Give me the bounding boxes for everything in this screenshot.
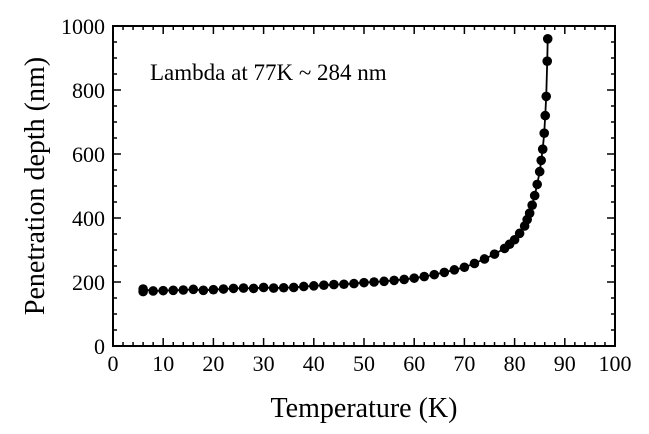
data-point <box>542 34 553 44</box>
data-point <box>349 278 359 289</box>
data-point <box>238 283 249 293</box>
data-point <box>298 281 309 292</box>
x-tick-label: 30 <box>253 351 275 376</box>
data-point <box>148 286 158 296</box>
data-point <box>529 190 540 201</box>
data-point <box>469 258 480 269</box>
data-point <box>339 279 349 290</box>
data-points-layer <box>138 34 553 297</box>
data-point <box>188 284 199 295</box>
data-point <box>419 271 430 282</box>
data-point <box>288 282 299 293</box>
x-tick-label: 90 <box>554 351 576 376</box>
y-tick-label: 400 <box>72 206 105 231</box>
data-point <box>208 284 219 295</box>
data-point <box>524 208 535 218</box>
data-point <box>258 282 269 293</box>
data-point <box>319 280 329 291</box>
data-point <box>278 282 289 293</box>
data-point <box>537 144 548 154</box>
x-tick-label: 10 <box>152 351 174 376</box>
data-point <box>459 262 470 273</box>
data-point <box>429 269 440 280</box>
data-point <box>389 275 399 286</box>
data-point <box>439 267 450 278</box>
data-point <box>409 273 420 283</box>
data-point <box>542 56 553 66</box>
y-axis-title: Penetration depth (nm) <box>20 57 51 315</box>
x-tick-label: 20 <box>202 351 224 376</box>
data-point <box>138 284 148 294</box>
data-point <box>379 276 389 287</box>
x-tick-label: 0 <box>108 351 119 376</box>
data-point <box>158 285 168 296</box>
data-point <box>540 110 551 121</box>
x-tick-label: 70 <box>453 351 475 376</box>
x-axis-title: Temperature (K) <box>271 393 458 424</box>
data-point <box>248 283 259 294</box>
data-point <box>532 179 542 190</box>
data-point <box>228 283 239 294</box>
data-point <box>527 200 537 210</box>
y-tick-label: 600 <box>72 142 105 167</box>
data-point <box>178 285 189 295</box>
y-tick-label: 800 <box>72 78 105 103</box>
chart-annotation: Lambda at 77K ~ 284 nm <box>150 60 387 85</box>
data-point <box>168 285 179 296</box>
data-point <box>539 128 550 138</box>
data-point <box>218 284 229 294</box>
data-point <box>514 228 525 239</box>
data-point <box>198 285 209 296</box>
data-point <box>534 166 545 177</box>
data-point <box>479 254 490 264</box>
x-tick-label: 60 <box>403 351 425 376</box>
x-tick-label: 80 <box>504 351 526 376</box>
y-tick-label: 200 <box>72 270 105 295</box>
ticks-layer <box>112 25 616 347</box>
data-point <box>309 281 319 291</box>
data-point <box>536 155 547 166</box>
data-point <box>268 283 279 293</box>
y-tick-label: 1000 <box>61 14 105 39</box>
x-tick-label: 50 <box>353 351 375 376</box>
data-point <box>449 265 460 275</box>
data-point <box>369 277 379 287</box>
y-tick-label: 0 <box>94 334 105 359</box>
data-point <box>399 274 409 285</box>
data-point <box>489 249 500 259</box>
x-tick-label: 40 <box>303 351 325 376</box>
x-tick-label: 100 <box>599 351 632 376</box>
data-point <box>541 91 552 102</box>
data-point <box>329 279 339 290</box>
data-point <box>359 277 369 288</box>
